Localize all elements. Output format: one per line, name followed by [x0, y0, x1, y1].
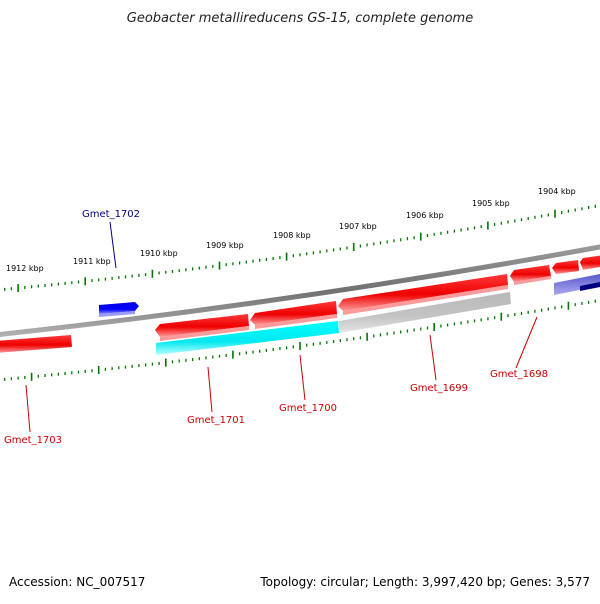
callout-lines	[25, 221, 538, 433]
outer-tick-ring	[4, 204, 596, 293]
gene-red-right-a[interactable]	[552, 260, 579, 274]
inner-tick-ring	[4, 299, 596, 381]
gene-label-gmet-1701[interactable]: Gmet_1701	[187, 415, 245, 426]
reverse-strand-genes	[0, 255, 600, 355]
kbp-label: 1909 kbp	[206, 241, 244, 250]
gene-gmet-1702[interactable]	[99, 302, 139, 314]
kbp-label: 1912 kbp	[6, 264, 44, 273]
kbp-label: 1907 kbp	[339, 222, 377, 231]
genome-backbone	[0, 244, 600, 337]
gene-gmet-1700[interactable]	[250, 301, 337, 325]
kbp-label: 1908 kbp	[273, 231, 311, 240]
kbp-label: 1911 kbp	[73, 257, 111, 266]
gene-red-right-b[interactable]	[580, 255, 600, 270]
callout-gmet-1698	[515, 316, 538, 369]
gene-gmet-1702-shade	[99, 311, 135, 317]
gene-gmet-1701-shade	[160, 326, 249, 341]
gene-gmet-1701[interactable]	[155, 314, 249, 337]
callout-gmet-1702	[109, 221, 117, 269]
topology-text: Topology: circular; Length: 3,997,420 bp…	[259, 575, 590, 589]
gene-gmet-1699-shade	[343, 285, 508, 315]
kbp-labels: 1904 kbp 1905 kbp 1906 kbp 1907 kbp 1908…	[6, 187, 576, 273]
gene-label-gmet-1702[interactable]: Gmet_1702	[82, 209, 140, 220]
gene-label-gmet-1703[interactable]: Gmet_1703	[4, 435, 62, 446]
gene-labels: Gmet_1702 Gmet_1703 Gmet_1701 Gmet_1700 …	[4, 209, 548, 446]
gene-navy[interactable]	[580, 281, 600, 291]
callout-gmet-1703	[25, 384, 31, 433]
forward-strand-genes	[99, 302, 139, 317]
gene-cyan-highlight[interactable]	[156, 321, 339, 355]
kbp-label: 1904 kbp	[538, 187, 576, 196]
callout-gmet-1699	[429, 334, 437, 381]
gene-gmet-1703[interactable]	[0, 335, 72, 353]
gene-lavender[interactable]	[554, 273, 600, 295]
gene-gray[interactable]	[339, 292, 511, 333]
callout-gmet-1701	[207, 366, 213, 413]
map-title: Geobacter metallireducens GS-15, complet…	[127, 11, 473, 26]
gene-gmet-1698-shade	[514, 276, 551, 285]
gene-gmet-1699[interactable]	[338, 274, 508, 311]
gene-label-gmet-1700[interactable]: Gmet_1700	[279, 403, 337, 414]
kbp-label: 1910 kbp	[140, 249, 178, 258]
gene-gmet-1700-shade	[255, 314, 337, 329]
callout-gmet-1700	[299, 354, 306, 401]
kbp-label: 1906 kbp	[406, 211, 444, 220]
gene-gmet-1698[interactable]	[510, 265, 551, 282]
gene-label-gmet-1699[interactable]: Gmet_1699	[410, 383, 468, 394]
gene-label-gmet-1698[interactable]: Gmet_1698	[490, 369, 548, 380]
accession-text: Accession: NC_007517	[9, 575, 145, 589]
kbp-label: 1905 kbp	[472, 199, 510, 208]
